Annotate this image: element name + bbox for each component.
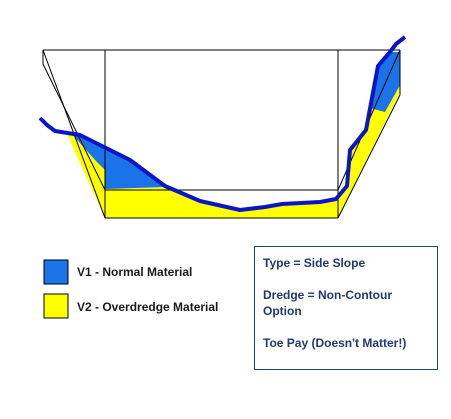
info-line: Toe Pay (Doesn't Matter!) bbox=[263, 336, 407, 350]
survey-line bbox=[38, 35, 407, 212]
right-slope-outer bbox=[337, 94, 401, 219]
info-box: Type = Side Slope Dredge = Non-Contour O… bbox=[254, 246, 438, 370]
legend-swatch-v2 bbox=[43, 293, 69, 319]
legend-label: V2 - Overdredge Material bbox=[77, 300, 219, 314]
legend-swatch-v1 bbox=[43, 259, 69, 285]
normal-area-left bbox=[72, 134, 165, 189]
left-slope-inner bbox=[42, 63, 106, 191]
legend-label: V1 - Normal Material bbox=[77, 265, 193, 279]
info-line: Type = Side Slope bbox=[263, 256, 366, 270]
info-line: Dredge = Non-Contour Option bbox=[263, 288, 392, 318]
